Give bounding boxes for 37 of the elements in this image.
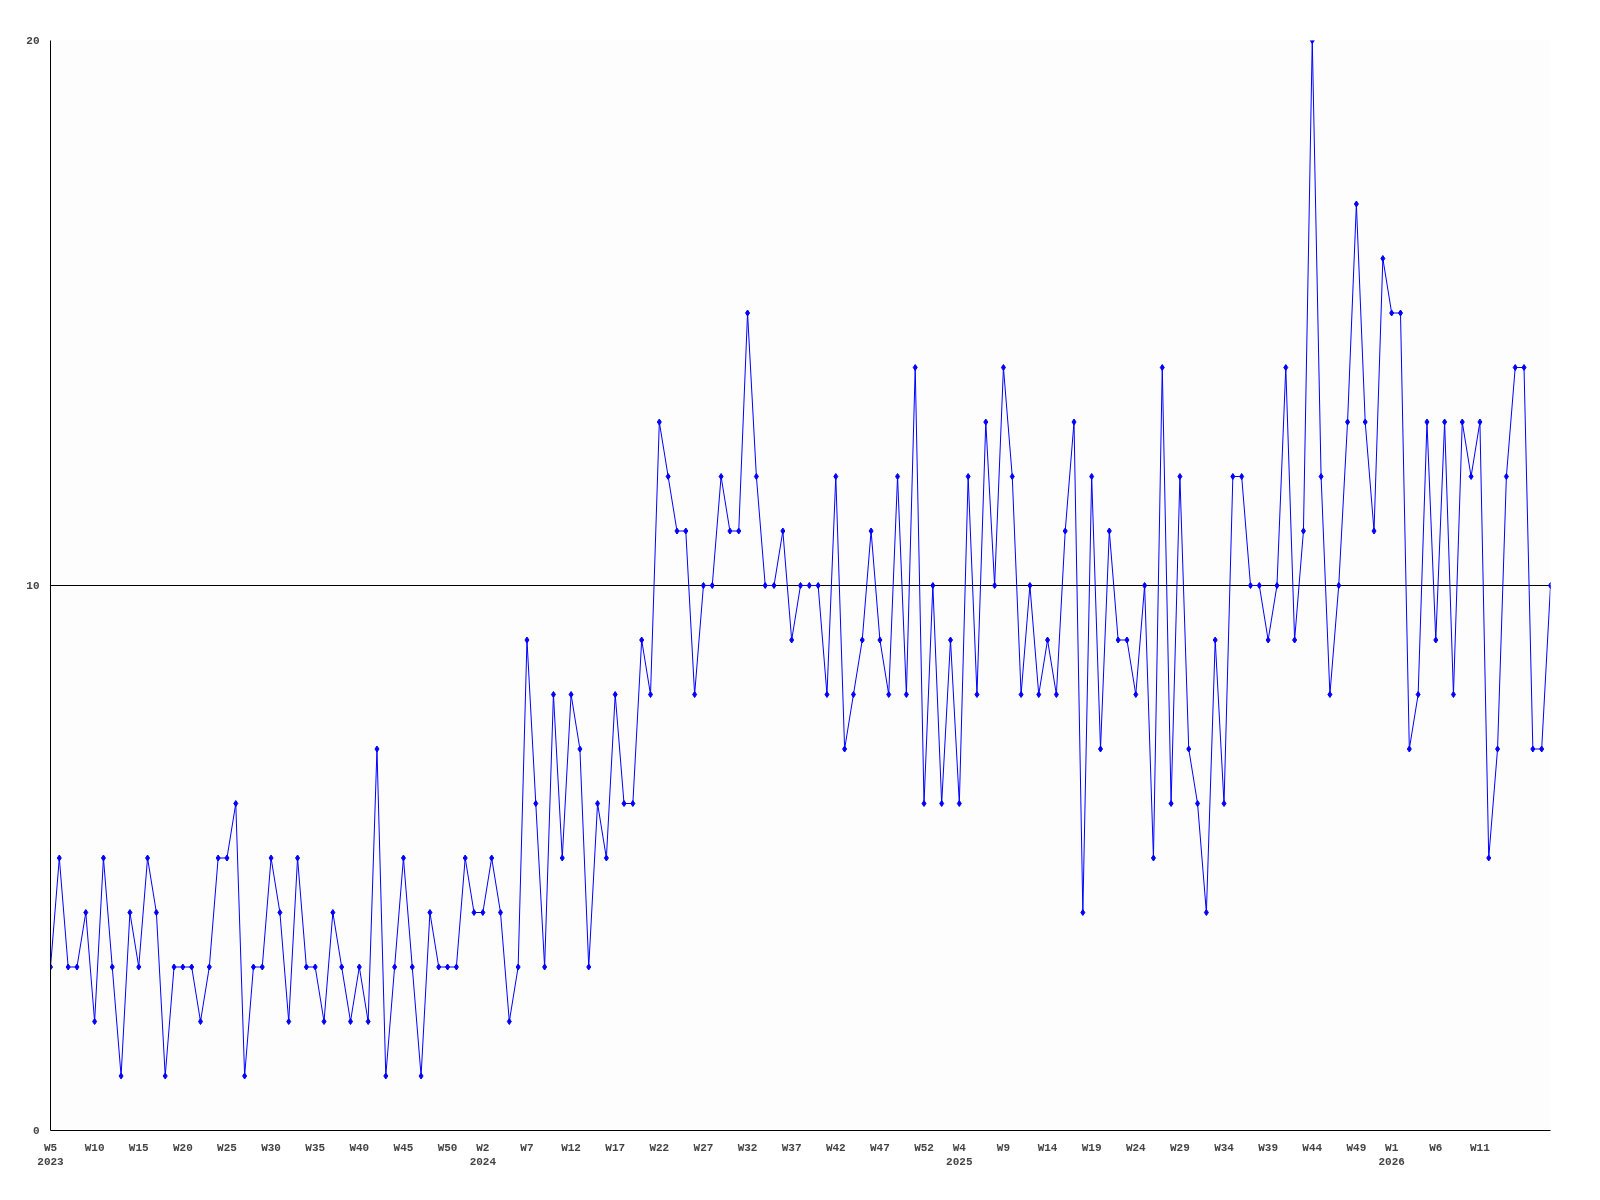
x-tick-label: W49: [1346, 1141, 1367, 1154]
x-tick-label: W42: [825, 1141, 846, 1154]
x-tick-label: W7: [520, 1141, 534, 1154]
x-tick-label: W5 2023: [37, 1141, 65, 1168]
x-tick-label: W11: [1470, 1141, 1491, 1154]
x-tick-label: W2 2024: [469, 1141, 497, 1168]
x-tick-label: W15: [128, 1141, 150, 1154]
x-tick-label: W34: [1214, 1141, 1235, 1154]
x-tick-label: W12: [561, 1141, 581, 1154]
x-tick-label: W39: [1258, 1141, 1279, 1154]
x-tick-label: W29: [1170, 1141, 1190, 1154]
x-tick-label: W14: [1037, 1141, 1058, 1154]
x-tick-label: W10: [84, 1141, 105, 1154]
x-tick-label: W32: [737, 1141, 758, 1154]
x-tick-label: W44: [1302, 1141, 1323, 1154]
y-tick-label: 10: [26, 580, 40, 592]
x-tick-label: W35: [305, 1141, 326, 1154]
x-tick-label: W50: [437, 1141, 458, 1154]
x-tick-label: W4 2025: [946, 1141, 973, 1168]
x-tick-label: W17: [605, 1141, 626, 1154]
x-tick-label: W37: [781, 1141, 802, 1154]
x-tick-label: W47: [870, 1141, 890, 1154]
x-tick-label: W20: [172, 1141, 193, 1154]
x-tick-label: W30: [261, 1141, 281, 1154]
x-tick-label: W6: [1429, 1141, 1443, 1154]
y-tick-label: 20: [26, 35, 40, 47]
x-tick-label: W22: [649, 1141, 670, 1154]
x-tick-label: W19: [1081, 1141, 1102, 1154]
x-tick-label: W24: [1125, 1141, 1147, 1154]
x-tick-label: W45: [393, 1141, 414, 1154]
y-tick-label: 0: [32, 1125, 40, 1137]
x-tick-label: W27: [693, 1141, 714, 1154]
x-tick-label: W9: [996, 1141, 1011, 1154]
x-tick-label: W40: [349, 1141, 370, 1154]
x-tick-label: W25: [217, 1141, 238, 1154]
x-tick-label: W52: [914, 1141, 934, 1154]
x-tick-label: W1 2026: [1378, 1141, 1405, 1168]
